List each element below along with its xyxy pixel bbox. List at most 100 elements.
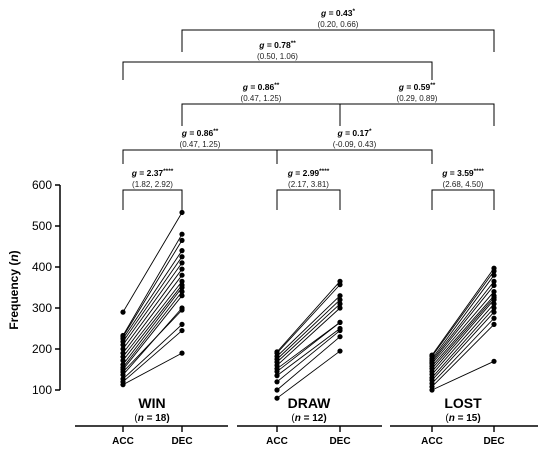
lost-dec-point-4 [491,309,497,315]
win-acc-point-12 [120,346,126,352]
win-dec-point-10 [179,278,185,284]
ci-label-lost-acc-dec: (2.68, 4.50) [443,180,484,189]
ci-label-win-draw-dec: (0.47, 1.25) [241,94,282,103]
draw-dec-point-2 [337,334,343,340]
lost-acc-label: ACC [421,436,443,447]
bracket-line-draw-lost-dec [339,103,495,126]
lost-dec-point-5 [491,305,497,311]
win-dec-point-16 [179,237,185,243]
win-acc-point-17 [120,332,126,339]
bracket-win-lost-acc: g = 0.78** (0.50, 1.06) [122,40,433,80]
bracket-line-win-lost-dec [181,29,495,52]
ci-label-win-draw-acc: (0.47, 1.25) [180,140,221,149]
group-draw [274,278,343,401]
stat-label-win-draw-dec: g = 0.86** [242,82,280,92]
draw-n-label: (n = 12) [291,413,326,424]
draw-acc-point-3 [274,379,280,385]
draw-acc-point-2 [274,387,280,393]
win-pair-line-9 [122,284,183,361]
draw-acc-point-4 [274,373,280,379]
bracket-line-win-acc-dec [122,189,183,210]
lost-dec-point-13 [491,272,497,278]
draw-pair-line-3 [276,330,341,383]
bracket-line-win-draw-dec [181,103,341,126]
win-dec-label: DEC [171,436,192,447]
bracket-win-draw-dec: g = 0.86** (0.47, 1.25) [181,82,341,126]
lost-dec-point-12 [491,278,497,284]
win-acc-point-8 [120,361,126,368]
stat-label-win-draw-acc: g = 0.86** [181,128,219,138]
win-pair-line-10 [122,281,183,358]
draw-pair-line-6 [276,321,341,370]
bracket-draw-acc-dec: g = 2.99**** (2.17, 3.81) [276,168,341,210]
lost-acc-point-15 [429,352,435,358]
win-dec-point-6 [179,293,185,299]
lost-pair-line-1 [431,360,495,391]
draw-dec-point-12 [337,278,343,284]
draw-pair-line-10 [276,295,341,357]
win-dec-point-12 [179,266,185,272]
draw-dec-point-7 [337,305,343,311]
draw-pair-line-4 [276,328,341,377]
win-dec-point-1 [179,350,185,356]
y-tick-label-600: 600 [32,178,52,192]
draw-dec-point-10 [337,293,343,299]
y-tick-label-200: 200 [32,342,52,356]
win-pair-line-17 [122,233,183,336]
y-tick-label-500: 500 [32,219,52,233]
lost-pair-line-14 [431,270,495,357]
lost-pair-line-10 [431,291,495,365]
bracket-line-win-lost-acc [122,61,433,80]
win-pair-line-2 [122,330,183,383]
draw-dec-point-6 [337,319,343,325]
win-pair-line-16 [122,240,183,337]
group-lost [429,265,497,393]
draw-dec-point-8 [337,301,343,307]
win-acc-point-10 [120,354,126,360]
bracket-draw-lost-dec: g = 0.59** (0.29, 0.89) [339,82,495,126]
draw-pair-line-1 [276,350,341,399]
lost-dec-point-3 [491,315,497,321]
y-axis-label: Frequency (n) [7,250,21,329]
ci-label-win-acc-dec: (1.82, 2.92) [132,180,173,189]
bracket-line-win-draw-acc [122,149,278,164]
win-pair-line-5 [122,309,183,373]
lost-pair-line-4 [431,311,495,381]
lost-dec-point-10 [491,289,497,295]
win-dec-point-18 [179,209,185,216]
win-dec-point-3 [179,321,185,327]
win-group-label: WIN [138,395,165,411]
lost-pair-line-7 [431,299,495,372]
win-pair-line-15 [122,250,183,340]
win-pair-line-3 [122,324,183,380]
win-pair-line-14 [122,256,183,342]
stat-label-draw-lost-dec: g = 0.59** [398,82,436,92]
win-pair-line-18 [122,212,183,313]
win-acc-point-18 [120,309,126,315]
stat-label-draw-lost-acc: g = 0.17* [337,128,372,138]
win-dec-point-5 [179,307,185,313]
bracket-lost-acc-dec: g = 3.59**** (2.68, 4.50) [431,168,495,210]
lost-pair-line-5 [431,307,495,378]
y-tick-label-100: 100 [32,383,52,397]
win-pair-line-13 [122,262,183,346]
bracket-line-draw-acc-dec [276,189,341,210]
lost-dec-point-1 [491,358,497,364]
lost-pair-line-12 [431,281,495,361]
win-dec-point-11 [179,272,185,278]
win-pair-line-11 [122,274,183,354]
win-pair-line-8 [122,287,183,365]
draw-pair-line-12 [276,281,341,353]
win-dec-point-14 [179,254,185,260]
win-dec-point-13 [179,260,185,266]
group-win [120,209,185,388]
win-dec-point-2 [179,327,185,334]
draw-pair-line-7 [276,307,341,366]
draw-dec-point-9 [337,297,343,303]
lost-pair-line-3 [431,317,495,384]
draw-dec-label: DEC [329,436,350,447]
lost-pair-line-2 [431,324,495,388]
ci-label-draw-lost-acc: (-0.09, 0.43) [333,140,377,149]
win-pair-line-7 [122,291,183,368]
